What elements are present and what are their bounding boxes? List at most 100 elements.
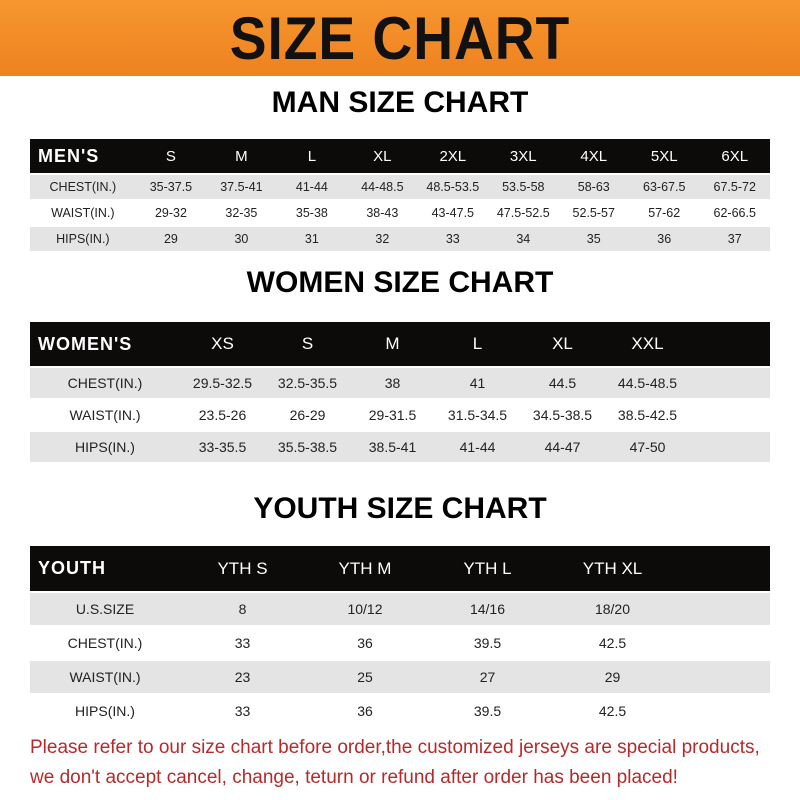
notice-line: Please refer to our size chart before or…	[30, 737, 760, 758]
size-column-header: 3XL	[488, 139, 559, 173]
women-heading: WOMEN SIZE CHART	[246, 266, 554, 299]
table-row: WAIST(IN.) 23.5-26 26-29 29-31.5 31.5-34.5 34…	[30, 400, 770, 430]
row-filler	[690, 368, 770, 398]
table-cell: 42.5	[598, 635, 627, 651]
table-cell: 8	[180, 593, 305, 625]
table-cell: 36	[357, 635, 373, 651]
row-label: WAIST(IN.)	[69, 407, 141, 423]
size-column-header: YTH M	[305, 546, 425, 591]
table-cell: 41-44	[276, 175, 348, 199]
table-cell: 29-32	[154, 206, 187, 220]
row-filler	[690, 432, 770, 462]
row-label: HIPS(IN.)	[30, 432, 180, 462]
table-cell: 35-38	[295, 206, 328, 220]
table-cell: 33-35.5	[180, 432, 265, 462]
table-row: U.S.SIZE 8 10/12 14/16 18/20	[30, 593, 770, 625]
size-column-header: 5XL	[628, 139, 700, 173]
table-cell: 37	[699, 227, 770, 251]
table-cell: 44-47	[520, 432, 605, 462]
table-row: WAIST(IN.) 29-32 32-35 35-38 38-43 43-47.5 47.…	[30, 201, 770, 225]
table-cell: 10/12	[305, 593, 425, 625]
men-size-table: MEN'S S M L XL 2XL 3XL 4XL 5XL 6XL CHEST(IN.) 35-37…	[30, 137, 770, 253]
table-cell: 38	[350, 368, 435, 398]
table-cell: 27	[425, 661, 550, 693]
size-column-header: M	[350, 322, 435, 366]
table-cell: 57-62	[648, 206, 681, 220]
size-column-header: 6XL	[699, 139, 770, 173]
table-cell: 36	[357, 703, 373, 719]
table-cell: 29-31.5	[368, 407, 417, 423]
men-heading: MAN SIZE CHART	[271, 86, 529, 119]
row-label: HIPS(IN.)	[75, 703, 135, 719]
table-cell: 34	[488, 227, 559, 251]
table-row: CHEST(IN.) 35-37.5 37.5-41 41-44 44-48.5 48.5…	[30, 175, 770, 199]
table-header-row: YOUTH YTH S YTH M YTH L YTH XL	[30, 546, 770, 591]
size-column-header: YTH S	[180, 546, 305, 591]
table-cell: 30	[206, 227, 277, 251]
table-header-row: MEN'S S M L XL 2XL 3XL 4XL 5XL 6XL	[30, 139, 770, 173]
table-cell: 44.5	[520, 368, 605, 398]
row-label: WAIST(IN.)	[51, 206, 115, 220]
row-filler	[675, 661, 770, 693]
table-cell: 29.5-32.5	[180, 368, 265, 398]
size-column-header: 4XL	[558, 139, 629, 173]
table-title: WOMEN'S	[30, 322, 180, 366]
table-cell: 31	[276, 227, 348, 251]
table-cell: 38.5-41	[350, 432, 435, 462]
table-cell: 52.5-57	[572, 206, 615, 220]
size-column-header: XXL	[605, 322, 690, 366]
size-column-header: S	[135, 139, 207, 173]
table-cell: 32	[347, 227, 418, 251]
table-row: CHEST(IN.) 29.5-32.5 32.5-35.5 38 41 44.5 44.5…	[30, 368, 770, 398]
table-title: MEN'S	[30, 139, 136, 173]
table-cell: 44-48.5	[347, 175, 418, 199]
table-cell: 58-63	[558, 175, 629, 199]
row-label: U.S.SIZE	[30, 593, 180, 625]
table-cell: 29	[135, 227, 207, 251]
header-filler	[675, 546, 770, 591]
row-label: CHEST(IN.)	[67, 635, 143, 651]
size-column-header: XL	[347, 139, 418, 173]
size-column-header: YTH XL	[550, 546, 675, 591]
table-cell: 53.5-58	[488, 175, 559, 199]
table-cell: 39.5	[473, 703, 502, 719]
size-column-header: L	[435, 322, 520, 366]
table-cell: 35-37.5	[135, 175, 207, 199]
row-label: HIPS(IN.)	[30, 227, 136, 251]
women-size-table: WOMEN'S XS S M L XL XXL CHEST(IN.) 29.5-32.5 32.5…	[30, 320, 770, 464]
table-cell: 63-67.5	[628, 175, 700, 199]
table-cell: 38.5-42.5	[617, 407, 678, 423]
table-cell: 23.5-26	[198, 407, 247, 423]
table-cell: 36	[628, 227, 700, 251]
table-cell: 35	[558, 227, 629, 251]
table-cell: 23	[180, 661, 305, 693]
table-cell: 44.5-48.5	[605, 368, 690, 398]
table-cell: 62-66.5	[713, 206, 756, 220]
size-column-header: YTH L	[425, 546, 550, 591]
table-cell: 18/20	[550, 593, 675, 625]
table-cell: 31.5-34.5	[447, 407, 508, 423]
youth-size-table: YOUTH YTH S YTH M YTH L YTH XL U.S.SIZE 8 10/12…	[30, 544, 770, 729]
table-row: WAIST(IN.) 23 25 27 29	[30, 661, 770, 693]
table-cell: 33	[417, 227, 489, 251]
row-filler	[675, 593, 770, 625]
youth-heading: YOUTH SIZE CHART	[253, 492, 547, 525]
page-title: SIZE CHART	[229, 4, 571, 72]
table-cell: 47-50	[605, 432, 690, 462]
table-cell: 26-29	[289, 407, 326, 423]
row-filler	[690, 400, 770, 430]
table-cell: 67.5-72	[699, 175, 770, 199]
table-cell: 32-35	[225, 206, 258, 220]
row-label: WAIST(IN.)	[30, 661, 180, 693]
table-cell: 48.5-53.5	[417, 175, 489, 199]
table-cell: 47.5-52.5	[496, 206, 550, 220]
table-cell: 25	[305, 661, 425, 693]
table-row: HIPS(IN.) 33 36 39.5 42.5	[30, 695, 770, 727]
table-cell: 39.5	[473, 635, 502, 651]
table-title: YOUTH	[30, 546, 180, 591]
table-cell: 38-43	[366, 206, 399, 220]
row-label: CHEST(IN.)	[30, 175, 136, 199]
notice-line: we don't accept cancel, change, teturn o…	[30, 767, 678, 788]
table-cell: 41-44	[435, 432, 520, 462]
size-column-header: M	[206, 139, 277, 173]
